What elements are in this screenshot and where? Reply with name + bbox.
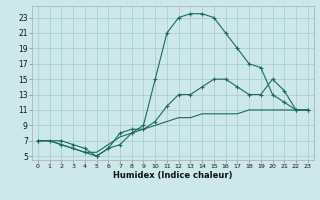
X-axis label: Humidex (Indice chaleur): Humidex (Indice chaleur) [113, 171, 233, 180]
